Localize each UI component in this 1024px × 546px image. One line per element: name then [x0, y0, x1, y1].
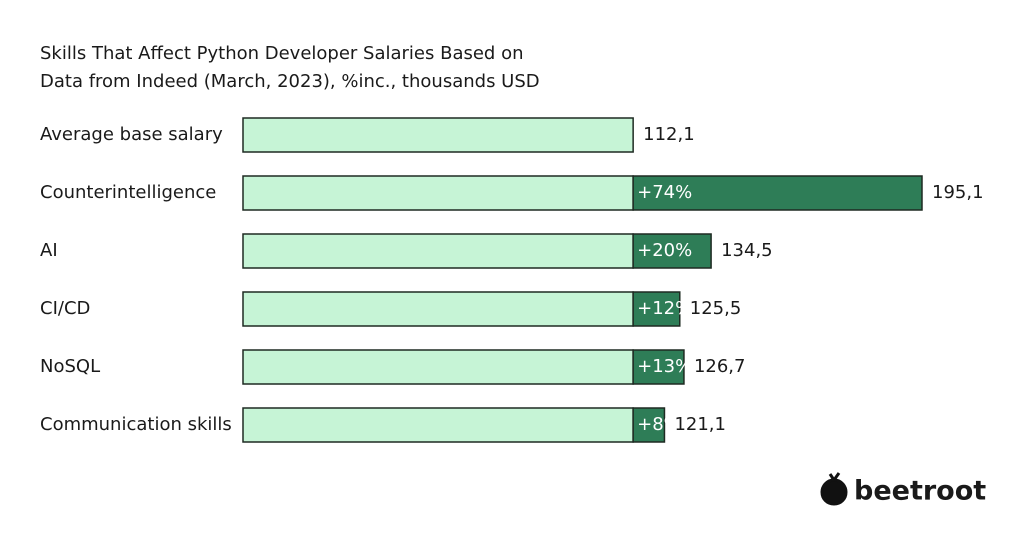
- bar-increase: [632, 291, 681, 327]
- bar-increase: [632, 407, 666, 443]
- value-label: 121,1: [674, 414, 726, 435]
- category-label: Communication skills: [40, 414, 232, 435]
- increase-label: +20%: [637, 240, 692, 261]
- logo: beetroot: [820, 472, 986, 507]
- category-label: Average base salary: [40, 124, 223, 145]
- value-label: 112,1: [643, 124, 695, 145]
- category-label: AI: [40, 240, 58, 261]
- bar-base: [242, 407, 634, 443]
- category-label: CI/CD: [40, 298, 90, 319]
- value-label: 126,7: [694, 356, 746, 377]
- category-label: NoSQL: [40, 356, 100, 377]
- logo-text: beetroot: [854, 476, 986, 507]
- bar-increase: [632, 233, 712, 269]
- value-label: 195,1: [932, 182, 984, 203]
- logo-icon: [820, 472, 848, 506]
- bar-base: [242, 233, 634, 269]
- bar-base: [242, 175, 634, 211]
- bar-base: [242, 117, 634, 153]
- bar-base: [242, 349, 634, 385]
- chart-title: Skills That Affect Python Developer Sala…: [40, 43, 540, 92]
- value-label: 125,5: [690, 298, 742, 319]
- increase-label: +13%: [637, 356, 692, 377]
- increase-label: +8%: [637, 414, 681, 435]
- value-label: 134,5: [721, 240, 773, 261]
- category-label: Counterintelligence: [40, 182, 216, 203]
- increase-label: +12%: [637, 298, 692, 319]
- bar-increase: [632, 175, 923, 211]
- bar-increase: [632, 349, 685, 385]
- bar-base: [242, 291, 634, 327]
- increase-label: +74%: [637, 182, 692, 203]
